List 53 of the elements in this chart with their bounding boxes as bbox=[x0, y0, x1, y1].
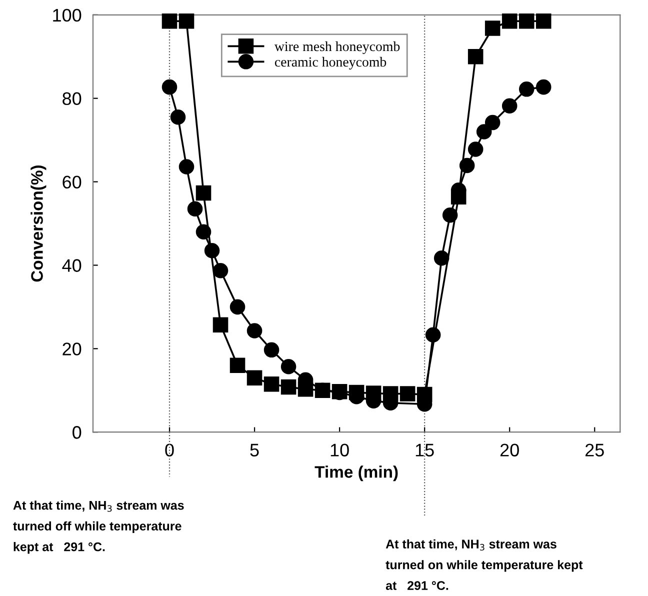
point bbox=[484, 20, 500, 36]
x-tick-label: 0 bbox=[165, 444, 174, 456]
point bbox=[536, 79, 552, 95]
point bbox=[264, 376, 280, 392]
point bbox=[187, 201, 203, 217]
point bbox=[246, 370, 262, 386]
text: At that time, NH$_{3}$ stream was turned on while temperature kept at 291 °C. bbox=[386, 539, 583, 590]
point bbox=[459, 158, 475, 174]
x-axis-title: Time (min) bbox=[314, 466, 398, 482]
point bbox=[468, 142, 484, 157]
point bbox=[196, 185, 212, 201]
point bbox=[246, 323, 262, 338]
y-axis-title: Conversion(%) bbox=[30, 166, 46, 282]
point bbox=[434, 250, 450, 266]
y-tick-label: 20 bbox=[62, 342, 82, 356]
point bbox=[425, 327, 441, 343]
point bbox=[162, 79, 178, 95]
x-tick-label: 15 bbox=[416, 444, 434, 456]
point bbox=[264, 342, 280, 358]
point bbox=[280, 379, 296, 395]
x-tick-label: 10 bbox=[330, 444, 349, 456]
y-tick-label: 60 bbox=[62, 176, 82, 188]
point bbox=[178, 159, 194, 174]
x-tick-label: 5 bbox=[250, 444, 259, 456]
point bbox=[468, 48, 484, 64]
point bbox=[230, 358, 246, 373]
text: At that time, NH$_{3}$ stream was turned off while temperature kept at 291 °C. bbox=[13, 500, 184, 554]
point bbox=[280, 358, 296, 374]
point bbox=[162, 14, 178, 29]
y-tick-label: 80 bbox=[62, 92, 82, 106]
point bbox=[170, 109, 186, 125]
point bbox=[484, 114, 500, 130]
legend-label: wire mesh honeycomb bbox=[274, 41, 400, 54]
point bbox=[400, 386, 416, 402]
point bbox=[196, 224, 212, 240]
y-tick-label: 40 bbox=[62, 259, 82, 272]
x-tick-label: 20 bbox=[500, 444, 519, 456]
point bbox=[502, 98, 518, 114]
point bbox=[518, 14, 534, 29]
legend-label: ceramic honeycomb bbox=[274, 56, 386, 70]
point bbox=[204, 242, 220, 258]
point bbox=[212, 317, 228, 333]
point bbox=[212, 263, 228, 278]
point bbox=[502, 14, 518, 29]
point bbox=[230, 299, 246, 315]
x-tick-label: 25 bbox=[585, 444, 604, 456]
y-tick-label: 100 bbox=[53, 8, 82, 22]
point bbox=[178, 14, 194, 29]
point bbox=[518, 82, 534, 97]
y-tick-label: 0 bbox=[72, 426, 82, 439]
point bbox=[536, 14, 552, 29]
point bbox=[476, 124, 492, 140]
point bbox=[442, 208, 458, 223]
